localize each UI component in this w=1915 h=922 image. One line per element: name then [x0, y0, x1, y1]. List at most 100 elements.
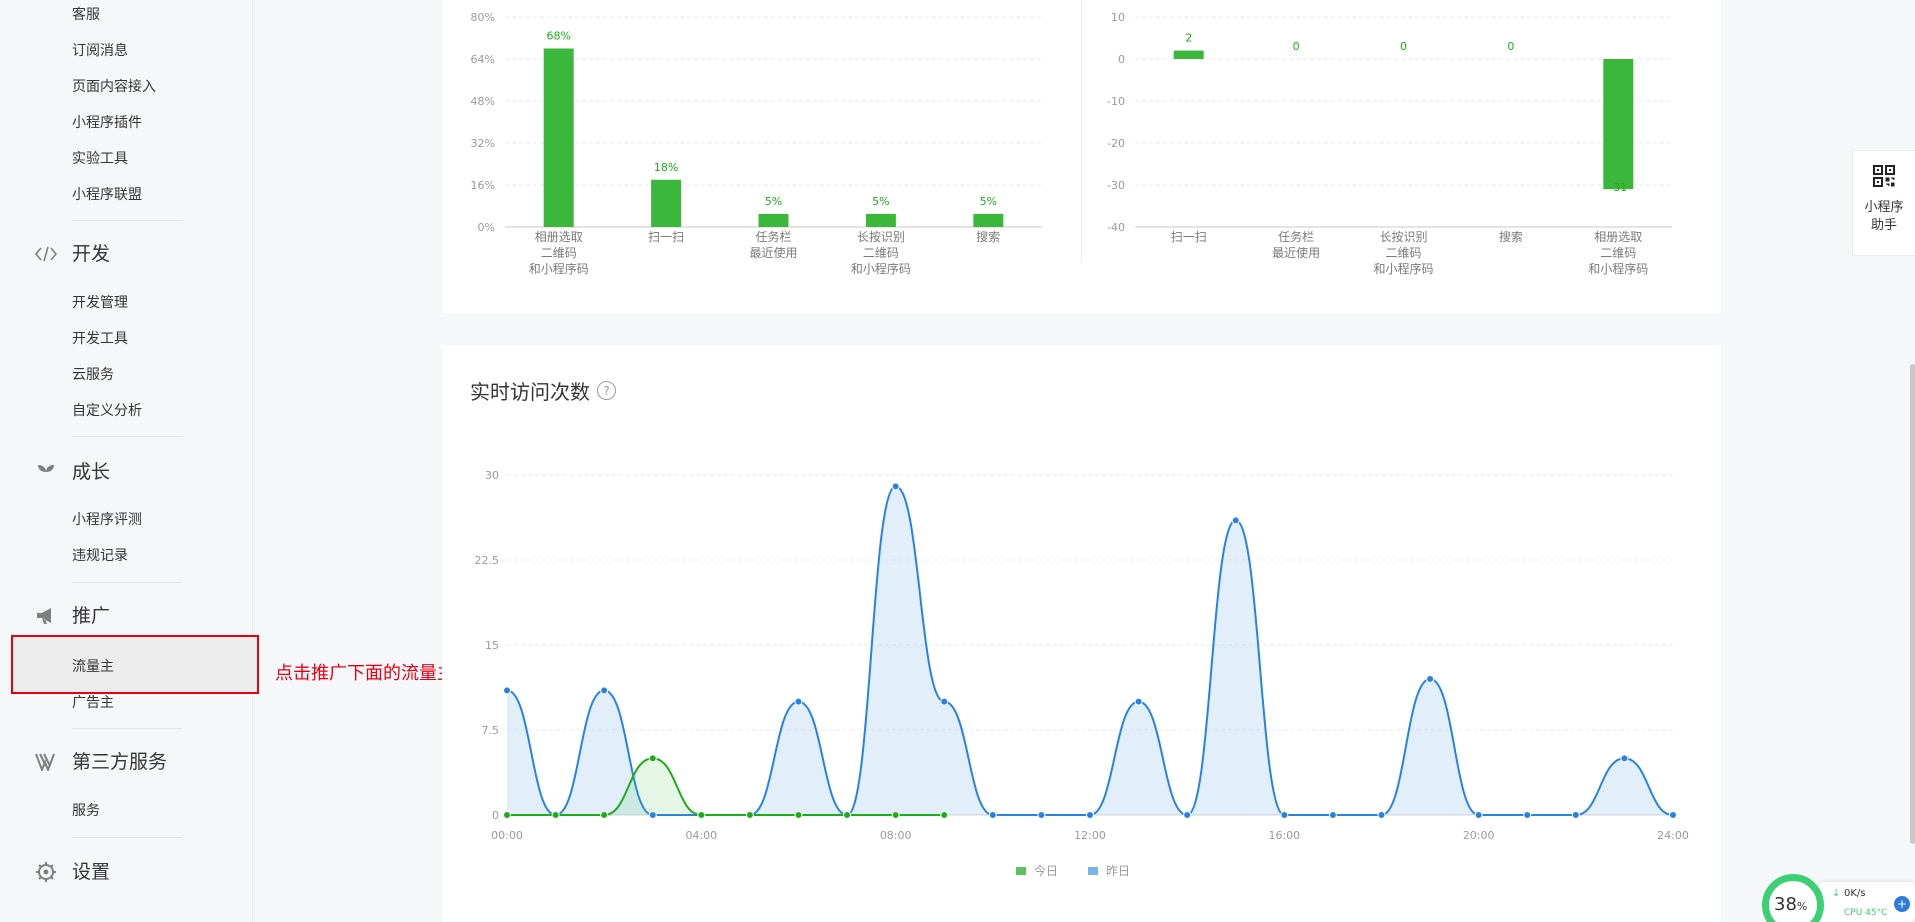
monitor-panel: ↓ 0K/s CPU 45°C +: [1818, 882, 1915, 922]
scrollbar-thumb[interactable]: [1910, 364, 1915, 844]
bar-data-label: 68%: [546, 30, 570, 43]
add-icon[interactable]: +: [1894, 896, 1910, 912]
realtime-card: [442, 345, 1721, 922]
sidebar-item-content-access[interactable]: 页面内容接入: [72, 79, 156, 95]
data-point: [1037, 811, 1046, 819]
data-point: [940, 811, 949, 819]
sidebar-item-dev-tools[interactable]: 开发工具: [72, 331, 128, 347]
sidebar-item-subscription[interactable]: 订阅消息: [72, 43, 128, 59]
sidebar-item-customer-service[interactable]: 客服: [72, 7, 100, 23]
data-point: [551, 811, 560, 819]
y-tick-label: 16%: [471, 179, 495, 192]
data-point: [503, 686, 511, 695]
x-tick-label: 二维码: [1600, 246, 1636, 260]
sidebar-group-third-party[interactable]: 第三方服务: [32, 748, 167, 776]
system-monitor-widget[interactable]: ↓ 0K/s CPU 45°C + 38%: [1762, 874, 1915, 922]
third-party-icon: [32, 748, 60, 776]
sidebar-item-custom-analysis[interactable]: 自定义分析: [72, 403, 142, 419]
series-line: [506, 485, 1674, 817]
x-tick-label: 二维码: [863, 246, 899, 260]
sidebar-item-plugins[interactable]: 小程序插件: [72, 115, 142, 131]
sidebar-item-cloud[interactable]: 云服务: [72, 367, 114, 383]
sidebar-item-violations[interactable]: 违规记录: [72, 548, 128, 564]
helper-label: 小程序助手: [1864, 200, 1904, 233]
x-tick-label: 长按识别: [857, 230, 905, 244]
legend-swatch: [1016, 866, 1026, 875]
x-tick-label: 最近使用: [1272, 245, 1320, 260]
sidebar-group-settings[interactable]: 设置: [32, 858, 110, 886]
y-tick-label: 15: [485, 639, 499, 652]
sidebar-item-services[interactable]: 服务: [72, 803, 100, 819]
x-tick-label: 相册选取: [535, 230, 583, 244]
data-point: [891, 811, 900, 819]
legend-item-today[interactable]: 今日: [1016, 862, 1058, 879]
sidebar-item-advertiser[interactable]: 广告主: [72, 695, 114, 711]
code-icon: [32, 240, 60, 268]
card-divider: [1081, 0, 1082, 263]
y-tick-label: -10: [1107, 95, 1125, 108]
data-point: [1377, 811, 1386, 819]
y-tick-label: 0: [492, 809, 499, 822]
x-tick-label: 和小程序码: [529, 261, 589, 276]
x-tick-label: 00:00: [491, 829, 523, 842]
sidebar-group-label: 成长: [72, 461, 111, 483]
chart-legend: 今日 昨日: [1016, 862, 1130, 879]
sidebar-group-dev[interactable]: 开发: [32, 240, 110, 268]
sidebar-group-promotion[interactable]: 推广: [32, 602, 110, 630]
sidebar-group-label: 设置: [72, 861, 111, 883]
mini-program-helper[interactable]: 小程序助手: [1852, 150, 1915, 256]
y-tick-label: -30: [1107, 179, 1125, 192]
data-point: [1280, 811, 1289, 819]
bar-data-label: -31: [1609, 181, 1627, 194]
data-point: [745, 811, 754, 819]
bar-data-label: 5%: [872, 195, 889, 208]
data-point: [648, 754, 657, 763]
help-icon[interactable]: ?: [597, 381, 616, 400]
bar-data-label: 0: [1293, 40, 1300, 53]
y-tick-label: 0: [1118, 53, 1125, 66]
gear-icon: [32, 858, 60, 886]
x-tick-label: 24:00: [1657, 829, 1689, 842]
x-tick-label: 相册选取: [1594, 230, 1642, 244]
y-tick-label: 22.5: [475, 554, 500, 567]
sidebar-group-label: 第三方服务: [72, 751, 168, 773]
y-tick-label: 7.5: [482, 724, 500, 737]
bar: [865, 213, 896, 227]
x-tick-label: 二维码: [541, 246, 577, 260]
sidebar-item-dev-management[interactable]: 开发管理: [72, 295, 128, 311]
legend-item-yesterday[interactable]: 昨日: [1088, 862, 1130, 879]
y-tick-label: 32%: [471, 137, 495, 150]
data-point: [891, 482, 900, 491]
sidebar-item-evaluation[interactable]: 小程序评测: [72, 512, 142, 528]
legend-label: 今日: [1034, 864, 1059, 878]
data-point: [1523, 811, 1532, 819]
sidebar-item-alliance[interactable]: 小程序联盟: [72, 187, 142, 203]
sidebar-item-experiment-tools[interactable]: 实验工具: [72, 151, 128, 167]
cpu-temp: CPU 45°C: [1844, 908, 1888, 918]
x-tick-label: 搜索: [1499, 229, 1523, 244]
x-tick-label: 扫一扫: [1171, 230, 1207, 244]
bar: [973, 213, 1004, 227]
data-point: [1571, 811, 1580, 819]
legend-swatch: [1088, 866, 1099, 875]
x-tick-label: 二维码: [1385, 246, 1421, 260]
data-point: [988, 811, 997, 819]
legend-label: 昨日: [1106, 864, 1131, 878]
sidebar-divider: [72, 436, 182, 437]
sidebar-group-growth[interactable]: 成长: [32, 458, 110, 486]
data-point: [648, 811, 657, 819]
sidebar-item-traffic-owner[interactable]: 流量主: [72, 659, 114, 675]
x-tick-label: 08:00: [880, 829, 912, 842]
data-point: [940, 697, 949, 706]
realtime-title-text: 实时访问次数: [470, 380, 590, 404]
sidebar-divider: [72, 728, 182, 729]
y-tick-label: 10: [1111, 11, 1125, 24]
bar: [1173, 50, 1204, 59]
download-arrow-icon: ↓: [1832, 888, 1841, 899]
data-point: [1134, 697, 1143, 706]
cpu-usage-ring: [1762, 874, 1824, 922]
network-speed: 0K/s: [1844, 888, 1866, 899]
y-tick-label: 80%: [471, 11, 495, 24]
